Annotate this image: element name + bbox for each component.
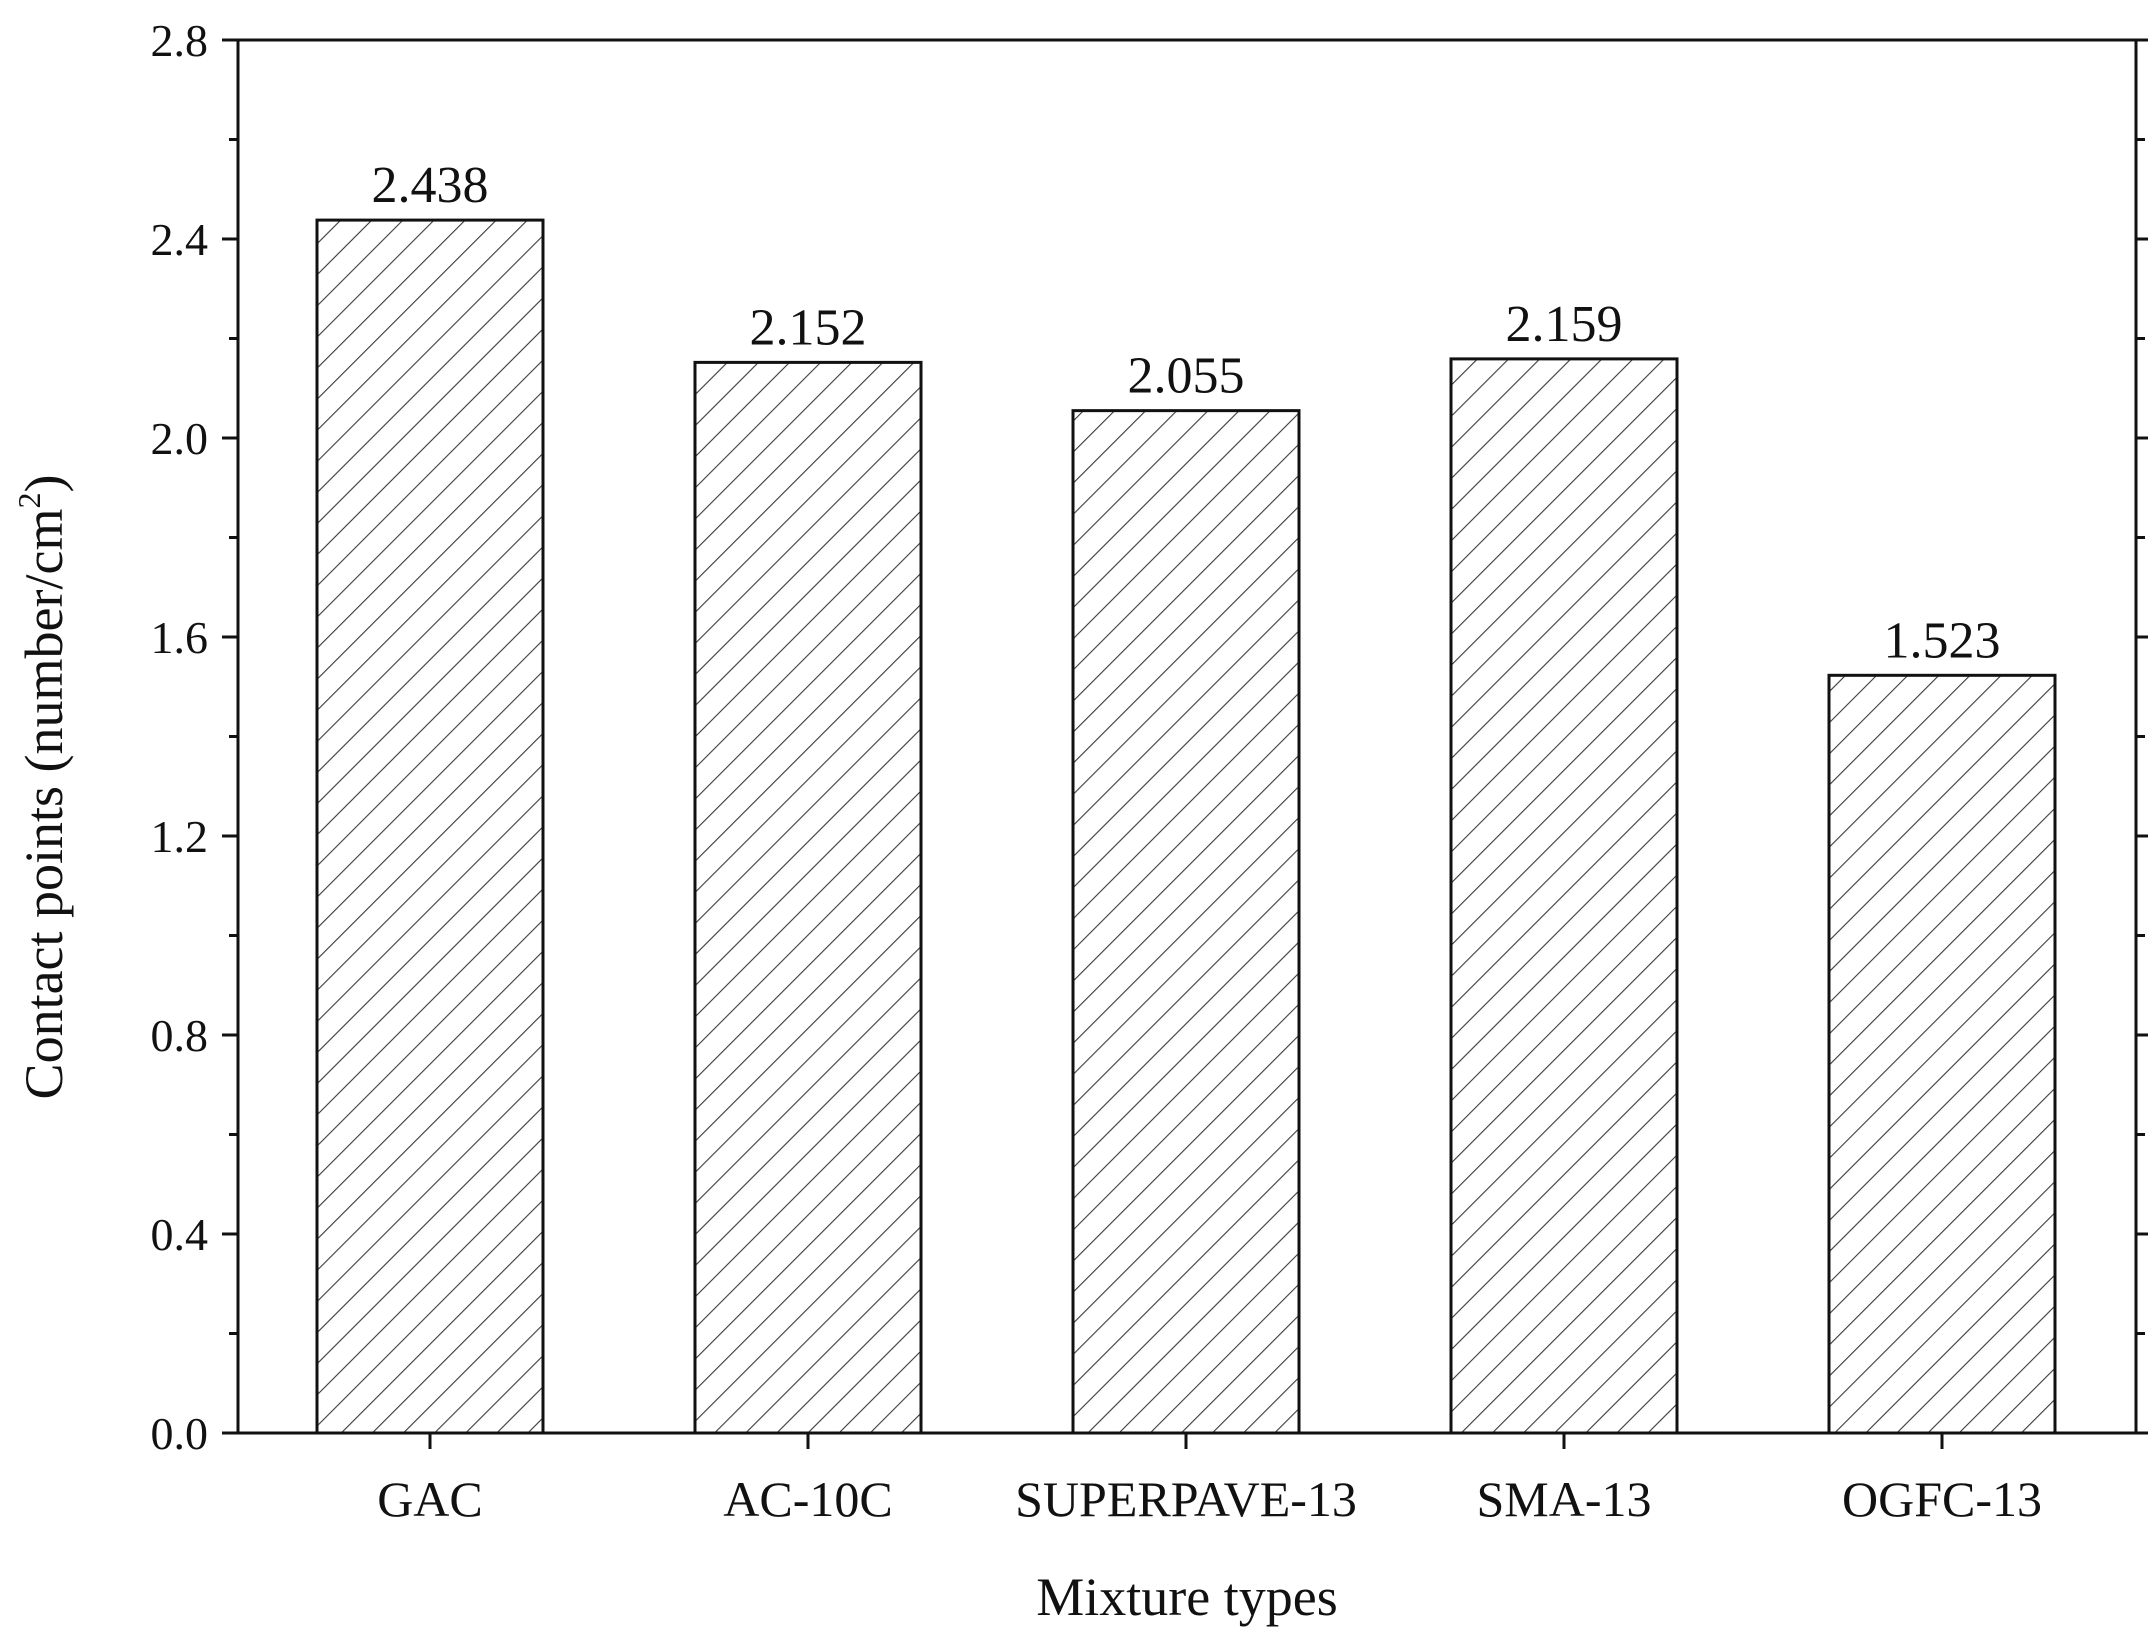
- y-tick-label: 2.0: [151, 413, 209, 464]
- y-tick-label: 0.0: [151, 1408, 209, 1459]
- y-tick-label: 1.6: [151, 612, 209, 663]
- x-category-label: OGFC-13: [1842, 1471, 2042, 1527]
- bar-gac: [315, 218, 545, 1435]
- x-category-label: SMA-13: [1476, 1471, 1651, 1527]
- bars-group: 2.438 2.152 2.055 2.159 1.523: [315, 157, 2057, 1435]
- bar-superpave-13: [1071, 409, 1301, 1435]
- x-category-label: GAC: [377, 1471, 483, 1527]
- y-tick-label: 1.2: [151, 811, 209, 862]
- bar-value-label: 2.438: [372, 157, 489, 214]
- bar-sma-13: [1449, 357, 1679, 1435]
- y-axis-title: Contact points (number/cm2): [11, 475, 74, 1100]
- y-tick-label: 0.8: [151, 1010, 209, 1061]
- y-tick-label: 0.4: [151, 1209, 209, 1260]
- x-axis-ticks: GAC AC-10C SUPERPAVE-13 SMA-13 OGFC-13: [377, 1433, 2042, 1527]
- y-axis-title-close: ): [14, 475, 74, 493]
- x-axis-title: Mixture types: [1036, 1567, 1337, 1627]
- bar-value-label: 2.152: [750, 299, 867, 356]
- bar-value-label: 2.159: [1506, 296, 1623, 353]
- bar-value-label: 2.055: [1128, 348, 1245, 405]
- bar-ogfc-13: [1827, 673, 2057, 1435]
- y-axis-ticks: 0.0 0.4 0.8 1.2 1.6 2.0 2.4 2.8: [151, 15, 2148, 1459]
- x-category-label: AC-10C: [723, 1471, 892, 1527]
- y-tick-label: 2.8: [151, 15, 209, 66]
- y-axis-title-main: Contact points (number/cm: [14, 509, 74, 1100]
- y-tick-label: 2.4: [151, 214, 209, 265]
- y-axis-title-superscript: 2: [11, 493, 47, 509]
- bar-ac-10c: [693, 360, 923, 1435]
- x-category-label: SUPERPAVE-13: [1015, 1471, 1357, 1527]
- bar-value-label: 1.523: [1884, 612, 2001, 669]
